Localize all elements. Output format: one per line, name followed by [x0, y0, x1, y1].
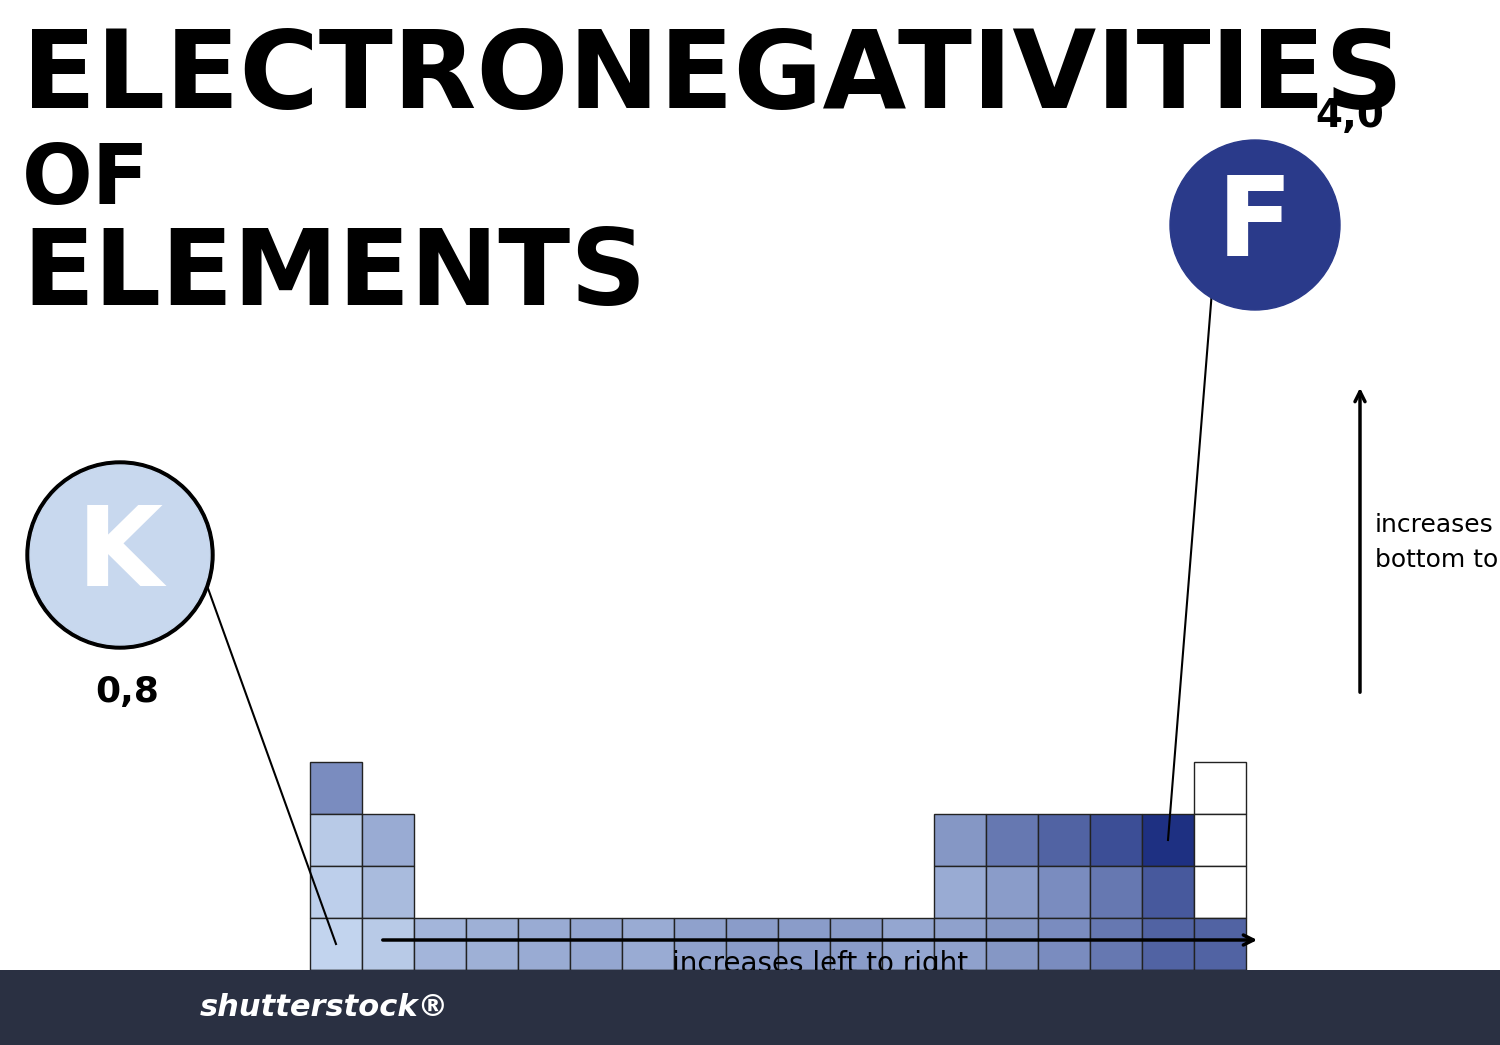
- Bar: [466, 918, 518, 970]
- Text: OF: OF: [22, 140, 150, 220]
- Circle shape: [30, 465, 210, 645]
- Bar: [1090, 814, 1142, 866]
- Bar: [1142, 866, 1194, 918]
- Bar: [1090, 866, 1142, 918]
- Bar: [934, 866, 986, 918]
- Bar: [986, 970, 1038, 1022]
- Bar: [570, 1022, 622, 1045]
- Bar: [622, 970, 674, 1022]
- Bar: [1038, 918, 1090, 970]
- Bar: [310, 762, 362, 814]
- Text: K: K: [76, 502, 164, 608]
- Bar: [1142, 814, 1194, 866]
- Bar: [1038, 1022, 1090, 1045]
- Bar: [830, 1022, 882, 1045]
- Bar: [1090, 970, 1142, 1022]
- Bar: [570, 970, 622, 1022]
- Bar: [362, 918, 414, 970]
- Bar: [362, 866, 414, 918]
- Text: shutterstock®: shutterstock®: [200, 993, 448, 1022]
- Bar: [1194, 762, 1246, 814]
- Bar: [310, 918, 362, 970]
- Bar: [726, 1022, 778, 1045]
- Bar: [986, 814, 1038, 866]
- Text: increases left to right: increases left to right: [672, 950, 968, 978]
- Bar: [310, 970, 362, 1022]
- Bar: [882, 970, 934, 1022]
- Bar: [778, 918, 830, 970]
- Bar: [882, 1022, 934, 1045]
- Bar: [986, 918, 1038, 970]
- Text: 4,0: 4,0: [1316, 97, 1384, 135]
- Bar: [1142, 1022, 1194, 1045]
- Bar: [518, 918, 570, 970]
- Bar: [622, 918, 674, 970]
- Bar: [1194, 1022, 1246, 1045]
- Bar: [934, 970, 986, 1022]
- Bar: [1142, 970, 1194, 1022]
- Bar: [310, 866, 362, 918]
- Bar: [310, 1022, 362, 1045]
- Bar: [414, 918, 466, 970]
- Bar: [1194, 970, 1246, 1022]
- Bar: [674, 918, 726, 970]
- Bar: [362, 970, 414, 1022]
- Bar: [518, 970, 570, 1022]
- Bar: [518, 1022, 570, 1045]
- Bar: [674, 1022, 726, 1045]
- Bar: [1194, 866, 1246, 918]
- Bar: [310, 814, 362, 866]
- Bar: [414, 1022, 466, 1045]
- Bar: [726, 918, 778, 970]
- Circle shape: [1170, 140, 1340, 310]
- Bar: [830, 970, 882, 1022]
- Bar: [934, 918, 986, 970]
- Bar: [1194, 918, 1246, 970]
- Bar: [934, 1022, 986, 1045]
- Bar: [1194, 814, 1246, 866]
- Bar: [1038, 814, 1090, 866]
- Text: increases: increases: [1376, 513, 1494, 537]
- Bar: [466, 1022, 518, 1045]
- Bar: [882, 918, 934, 970]
- Circle shape: [26, 461, 214, 649]
- Bar: [362, 1022, 414, 1045]
- Bar: [1090, 1022, 1142, 1045]
- Text: bottom to top: bottom to top: [1376, 548, 1500, 572]
- Bar: [986, 866, 1038, 918]
- Bar: [726, 970, 778, 1022]
- Bar: [1142, 918, 1194, 970]
- Bar: [986, 1022, 1038, 1045]
- Bar: [362, 814, 414, 866]
- Bar: [570, 918, 622, 970]
- Bar: [674, 970, 726, 1022]
- Bar: [934, 814, 986, 866]
- Bar: [622, 1022, 674, 1045]
- Bar: [414, 970, 466, 1022]
- Bar: [830, 918, 882, 970]
- Bar: [466, 970, 518, 1022]
- Bar: [1038, 866, 1090, 918]
- Text: F: F: [1216, 171, 1293, 279]
- Bar: [778, 1022, 830, 1045]
- Bar: [1090, 918, 1142, 970]
- Bar: [0, 970, 1500, 1045]
- Text: 0,8: 0,8: [94, 675, 159, 709]
- Text: ELEMENTS: ELEMENTS: [22, 225, 646, 327]
- Bar: [778, 970, 830, 1022]
- Text: ELECTRONEGATIVITIES: ELECTRONEGATIVITIES: [22, 25, 1404, 131]
- Bar: [1038, 970, 1090, 1022]
